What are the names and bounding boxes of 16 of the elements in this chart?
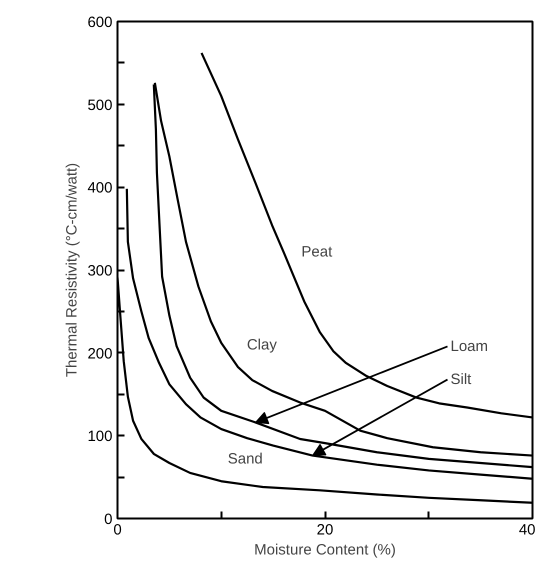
y-tick-label: 500 <box>87 96 113 114</box>
y-tick-label: 300 <box>87 262 113 280</box>
x-tick-label: 20 <box>316 522 334 538</box>
x-tick-label: 40 <box>518 522 535 538</box>
annotation: Loam <box>450 338 488 355</box>
y-axis-title: Thermal Resistivity (°C-cm/watt) <box>63 162 80 378</box>
y-tick-label: 0 <box>104 511 112 528</box>
annotation: Sand <box>228 450 263 468</box>
annotation: Clay <box>246 336 278 354</box>
y-tick-label: 100 <box>87 428 113 446</box>
y-tick-label: 200 <box>87 345 113 362</box>
annotation: Peat <box>301 244 334 261</box>
x-axis-title: Moisture Content (%) <box>254 542 396 558</box>
annotation: Silt <box>450 371 472 388</box>
y-tick-label: 600 <box>87 14 113 31</box>
y-tick-label: 400 <box>87 180 113 197</box>
